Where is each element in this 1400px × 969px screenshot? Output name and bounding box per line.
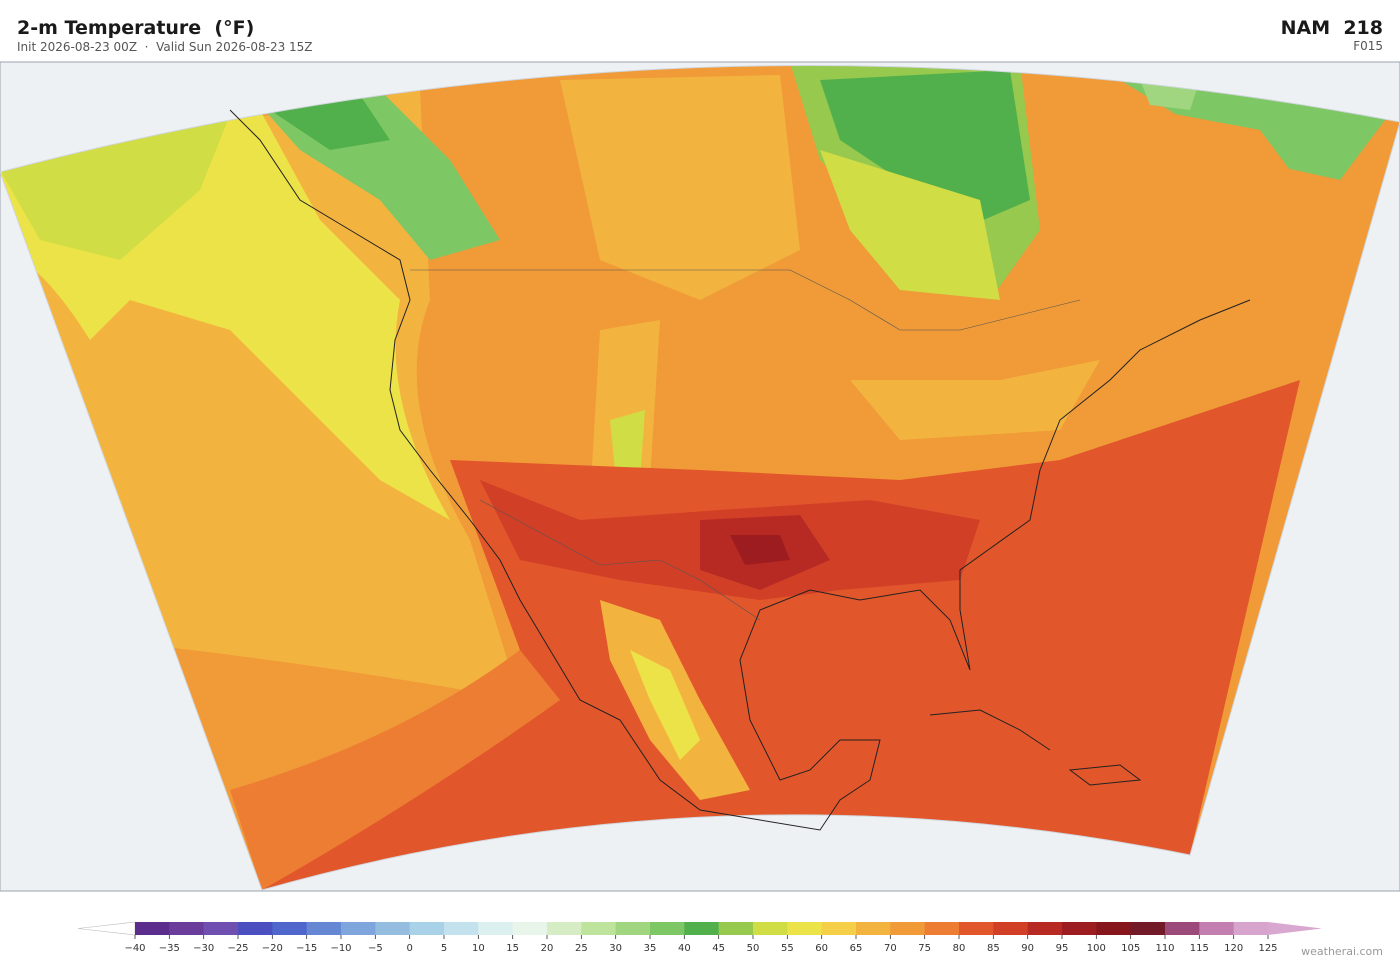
colorbar-tick-label: 15 <box>506 943 519 954</box>
colorbar-bin <box>203 922 239 935</box>
colorbar-bin <box>1199 922 1234 935</box>
colorbar-bin <box>650 922 685 935</box>
colorbar-bin <box>375 922 410 935</box>
colorbar-tick-label: −35 <box>159 943 180 954</box>
credit: weatherai.com <box>1301 945 1383 958</box>
colorbar-tick-label: −10 <box>330 943 351 954</box>
colorbar-bin <box>1165 922 1200 935</box>
model: NAM 218 <box>1281 17 1383 39</box>
colorbar-tick-label: 10 <box>472 943 485 954</box>
colorbar-tick-label: 120 <box>1224 943 1243 954</box>
colorbar-bin <box>238 922 273 935</box>
colorbar-tick-label: −15 <box>296 943 317 954</box>
colorbar-bin <box>684 922 719 935</box>
colorbar-tick-label: 45 <box>712 943 725 954</box>
colorbar-bin <box>547 922 582 935</box>
colorbar-bin <box>856 922 891 935</box>
colorbar-tick-label: 80 <box>953 943 966 954</box>
coastlines <box>229 109 1251 831</box>
colorbar-tick-label: 110 <box>1155 943 1174 954</box>
colorbar-bin <box>787 922 822 935</box>
colorbar-over <box>1268 922 1322 935</box>
colorbar-bin <box>1027 922 1063 935</box>
temperature-field <box>0 65 1400 890</box>
colorbar-bin <box>444 922 479 935</box>
colorbar-tick-label: 65 <box>850 943 863 954</box>
subtitle: Init 2026-08-23 00Z · Valid Sun 2026-08-… <box>17 40 313 54</box>
colorbar-bin <box>169 922 204 935</box>
colorbar-bin <box>272 922 307 935</box>
colorbar-bin <box>135 922 170 935</box>
colorbar-tick-label: 105 <box>1121 943 1140 954</box>
colorbar-tick-label: −20 <box>262 943 283 954</box>
colorbar-bin <box>993 922 1028 935</box>
colorbar-tick-label: 60 <box>815 943 828 954</box>
colorbar-tick-label: −25 <box>227 943 248 954</box>
colorbar-tick-label: 90 <box>1021 943 1034 954</box>
colorbar-tick-label: 115 <box>1190 943 1209 954</box>
map <box>0 61 1400 892</box>
colorbar-bin <box>478 922 513 935</box>
colorbar-tick-label: 30 <box>609 943 622 954</box>
colorbar-bin <box>821 922 857 935</box>
colorbar-tick-label: 40 <box>678 943 691 954</box>
colorbar-bin <box>581 922 616 935</box>
colorbar-bin <box>615 922 651 935</box>
colorbar-tick-label: 50 <box>747 943 760 954</box>
colorbar: −40 −35 −30 −25 −20 −15 −10 −5 0 5 10 15 20 25 30 35 40 4… <box>77 921 1322 954</box>
title: 2-m Temperature (°F) <box>17 17 254 39</box>
colorbar-tick-label: 35 <box>644 943 657 954</box>
colorbar-tick-label: −5 <box>368 943 383 954</box>
colorbar-bin <box>1096 922 1131 935</box>
colorbar-bin <box>306 922 342 935</box>
colorbar-tick-label: 85 <box>987 943 1000 954</box>
colorbar-tick-label: −40 <box>124 943 145 954</box>
colorbar-bin <box>718 922 754 935</box>
colorbar-tick-label: 5 <box>441 943 447 954</box>
borders <box>410 269 1081 621</box>
colorbar-tick-label: 95 <box>1056 943 1069 954</box>
colorbar-bin <box>1062 922 1097 935</box>
colorbar-bin <box>1130 922 1166 935</box>
colorbar-tick-label: 55 <box>781 943 794 954</box>
colorbar-tick-label: 20 <box>541 943 554 954</box>
colorbar-bin <box>341 922 376 935</box>
colorbar-bin <box>409 922 445 935</box>
colorbar-bin <box>753 922 788 935</box>
colorbar-tick-label: 0 <box>406 943 412 954</box>
colorbar-tick-label: −30 <box>193 943 214 954</box>
colorbar-bin <box>924 922 960 935</box>
colorbar-under <box>77 921 136 936</box>
colorbar-tick-label: 70 <box>884 943 897 954</box>
colorbar-bin <box>890 922 925 935</box>
forecast-hour: F015 <box>1353 39 1383 53</box>
colorbar-bin <box>512 922 548 935</box>
colorbar-tick-label: 75 <box>918 943 931 954</box>
colorbar-tick-label: 25 <box>575 943 588 954</box>
colorbar-bin <box>1233 922 1269 935</box>
colorbar-tick-label: 100 <box>1087 943 1106 954</box>
colorbar-bin <box>959 922 994 935</box>
colorbar-tick-label: 125 <box>1258 943 1277 954</box>
